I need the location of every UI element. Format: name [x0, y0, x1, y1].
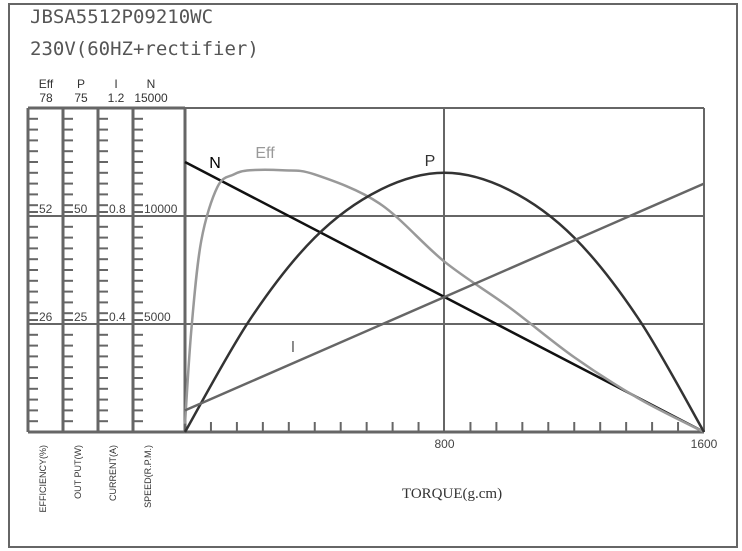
frame	[8, 3, 738, 548]
axis-max-N: 15000	[134, 91, 168, 105]
axis-unit-label: SPEED(R.P.M.)	[143, 445, 153, 508]
x-axis-label: TORQUE(g.cm)	[402, 486, 502, 502]
x-tick-label: 1600	[691, 437, 718, 451]
axis-name-P: P	[77, 77, 85, 91]
y-tick-label: 10000	[144, 202, 178, 216]
series-line-I	[184, 182, 705, 412]
series-line-Eff	[183, 168, 705, 434]
y-tick-label: 25	[74, 310, 88, 324]
axis-name-N: N	[147, 77, 156, 91]
series-label-I: I	[291, 339, 295, 356]
axis-max-I: 1.2	[108, 91, 125, 105]
axis-unit-label: CURRENT(A)	[108, 445, 118, 501]
y-tick-label: 5000	[144, 310, 171, 324]
series-label-Eff: Eff	[255, 145, 275, 162]
axis-name-Eff: Eff	[39, 77, 54, 91]
series-line-P	[183, 171, 706, 433]
axis-max-Eff: 78	[39, 91, 53, 105]
series-label-P: P	[425, 153, 436, 170]
model-title: JBSA5512P09210WC	[30, 6, 214, 28]
axis-max-P: 75	[74, 91, 88, 105]
series-label-N: N	[209, 155, 221, 172]
supply-subtitle: 230V(60HZ+rectifier)	[30, 38, 259, 60]
y-tick-label: 0.4	[109, 310, 126, 324]
axis-name-I: I	[114, 77, 117, 91]
axis-unit-label: OUT PUT(W)	[73, 445, 83, 499]
x-tick-label: 800	[434, 437, 454, 451]
y-tick-label: 26	[39, 310, 53, 324]
y-tick-label: 50	[74, 202, 88, 216]
y-tick-label: 52	[39, 202, 53, 216]
y-tick-label: 0.8	[109, 202, 126, 216]
axis-unit-label: EFFICIENCY(%)	[38, 445, 48, 513]
